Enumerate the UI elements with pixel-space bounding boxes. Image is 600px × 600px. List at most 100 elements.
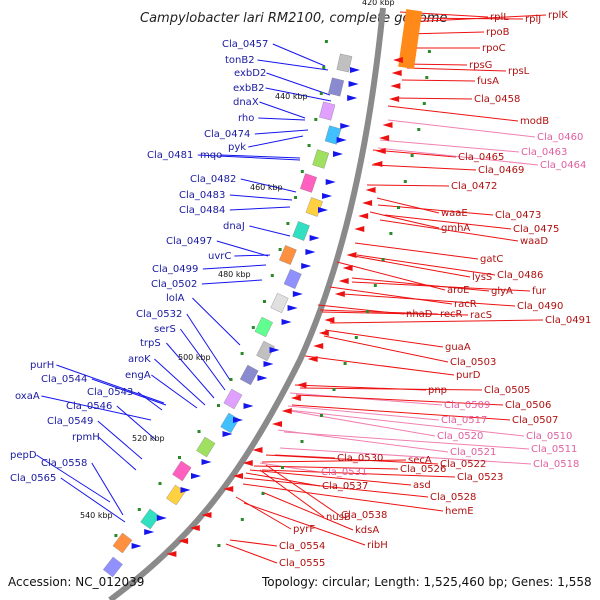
leader-line — [354, 242, 479, 260]
gene-label-ribh: ribH — [367, 540, 388, 551]
gene-label-cla-0460: Cla_0460 — [537, 132, 583, 143]
forward-gene-arrow — [257, 375, 268, 381]
reverse-gene-arrow — [392, 57, 403, 63]
tick-label: 540 kbp — [80, 511, 113, 520]
gene-label-lyss: lysS — [472, 272, 492, 283]
reverse-gene-arrow — [307, 356, 318, 362]
leader-line — [351, 281, 531, 292]
feature-block — [328, 77, 345, 97]
leader-line — [284, 409, 436, 437]
leader-line — [235, 496, 292, 530]
gene-label-rho: rho — [238, 113, 254, 124]
ring-tick — [240, 352, 244, 355]
gene-label-purh: purH — [30, 360, 54, 371]
leader-line — [329, 319, 544, 324]
tick-label: 460 kbp — [250, 183, 283, 192]
gene-label-cla-0481: Cla_0481 — [147, 150, 193, 161]
gene-label-cla-0518: Cla_0518 — [533, 459, 579, 470]
gene-label-cla-0483: Cla_0483 — [179, 190, 225, 201]
leader-line — [116, 405, 157, 441]
genome-backbone — [108, 7, 386, 600]
forward-gene-arrow — [305, 249, 316, 255]
leader-line — [304, 355, 455, 376]
gene-label-cla-0549: Cla_0549 — [47, 416, 93, 427]
gene-label-rpsg: rpsG — [469, 60, 492, 71]
ring-tick — [403, 180, 407, 183]
gene-label-cla-0532: Cla_0532 — [136, 309, 182, 320]
gene-label-cla-0522: Cla_0522 — [440, 459, 486, 470]
gene-label-cla-0464: Cla_0464 — [540, 160, 586, 171]
feature-block — [319, 101, 336, 121]
gene-label-exbd2: exbD2 — [234, 68, 266, 79]
leader-line — [342, 293, 516, 307]
leader-line — [216, 240, 269, 257]
reverse-gene-arrow — [233, 473, 243, 479]
leader-line — [202, 264, 267, 270]
leader-line — [403, 17, 524, 20]
reverse-gene-arrow — [290, 395, 301, 401]
gene-label-cla-0510: Cla_0510 — [526, 431, 572, 442]
gene-label-cla-0499: Cla_0499 — [152, 264, 198, 275]
ring-tick — [381, 258, 385, 261]
gene-label-fusa: fusA — [477, 76, 499, 87]
leader-line — [401, 79, 476, 82]
gene-label-cla-0457: Cla_0457 — [222, 39, 268, 50]
ring-tick — [300, 170, 304, 173]
ring-tick — [343, 362, 347, 365]
ring-tick — [417, 128, 421, 131]
leader-line — [295, 394, 504, 406]
gene-label-rplj: rplJ — [525, 14, 541, 25]
gene-label-cla-0528: Cla_0528 — [430, 492, 476, 503]
feature-block — [256, 340, 275, 362]
forward-gene-arrow — [292, 291, 303, 297]
ring-tick — [114, 534, 118, 537]
gene-label-cla-0506: Cla_0506 — [505, 400, 551, 411]
feature-block — [239, 364, 259, 386]
gene-label-cla-0490: Cla_0490 — [517, 301, 563, 312]
gene-label-fur: fur — [532, 286, 547, 297]
ring-tick — [324, 40, 328, 43]
leader-line — [266, 72, 331, 96]
gene-label-nusb: nusB — [326, 512, 351, 523]
leader-line — [323, 335, 449, 363]
gene-label-mqo: mqo — [200, 150, 222, 161]
leader-line — [379, 139, 520, 153]
ring-tick — [217, 404, 220, 407]
ring-tick — [410, 154, 414, 157]
leader-line — [384, 214, 512, 230]
forward-gene-arrow — [222, 431, 233, 437]
reverse-gene-arrow — [313, 343, 324, 349]
gene-label-guaa: guaA — [445, 342, 471, 353]
gene-label-pepd: pepD — [10, 450, 37, 461]
reverse-gene-arrow — [178, 538, 189, 544]
left-leader-lines — [36, 43, 332, 523]
leader-line — [186, 313, 231, 381]
gene-label-pyk: pyk — [228, 142, 246, 153]
forward-gene-arrow — [233, 417, 243, 423]
forward-gene-arrow — [301, 263, 312, 269]
reverse-gene-arrow — [252, 447, 263, 453]
leader-line — [257, 59, 329, 71]
reverse-gene-arrow — [296, 382, 307, 388]
gene-label-pnp: pnp — [428, 385, 447, 396]
ring-tick — [319, 92, 323, 95]
reverse-gene-arrow — [375, 148, 386, 154]
gene-label-cla-0465: Cla_0465 — [458, 152, 504, 163]
gene-label-cla-0520: Cla_0520 — [437, 431, 483, 442]
forward-gene-arrow — [347, 95, 358, 101]
ring-tick — [307, 144, 311, 147]
ring-tick — [427, 50, 431, 53]
leader-line — [60, 477, 126, 523]
gene-label-dnaj: dnaJ — [223, 221, 245, 232]
map-title: Campylobacter lari RM2100, complete geno… — [140, 11, 447, 26]
reverse-gene-arrow — [189, 525, 200, 531]
ring-tick — [300, 440, 304, 443]
gene-label-exbb2: exbB2 — [233, 83, 264, 94]
gene-label-cla-0469: Cla_0469 — [478, 165, 524, 176]
gene-label-cla-0507: Cla_0507 — [512, 415, 558, 426]
gene-label-trps: trpS — [140, 338, 161, 349]
leader-line — [259, 101, 306, 119]
accession-text: Accession: NC_012039 — [8, 575, 144, 589]
gene-label-cla-0538: Cla_0538 — [341, 510, 387, 521]
leader-line — [254, 129, 309, 135]
